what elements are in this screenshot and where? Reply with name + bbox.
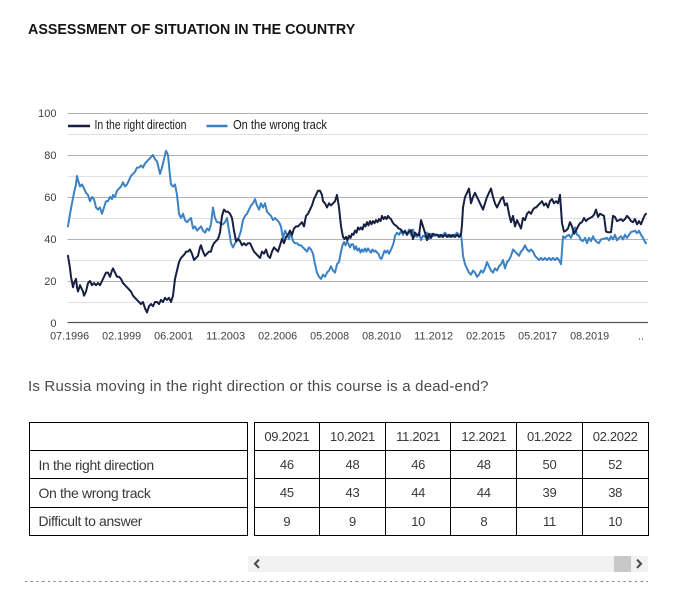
svg-text:20: 20 bbox=[44, 276, 56, 288]
svg-text:100: 100 bbox=[38, 108, 56, 120]
svg-text:02.2015: 02.2015 bbox=[466, 331, 505, 343]
svg-text:..: .. bbox=[638, 331, 644, 343]
svg-text:07.1996: 07.1996 bbox=[50, 331, 89, 343]
svg-text:40: 40 bbox=[44, 234, 56, 246]
svg-text:In the right direction: In the right direction bbox=[95, 117, 187, 132]
svg-text:0: 0 bbox=[50, 318, 56, 330]
svg-text:11.2012: 11.2012 bbox=[414, 331, 453, 343]
svg-text:80: 80 bbox=[44, 150, 56, 162]
svg-text:On the wrong track: On the wrong track bbox=[233, 117, 327, 132]
svg-text:02.2006: 02.2006 bbox=[258, 331, 297, 343]
svg-text:05.2008: 05.2008 bbox=[310, 331, 349, 343]
svg-text:11.2003: 11.2003 bbox=[206, 331, 245, 343]
svg-text:60: 60 bbox=[44, 192, 56, 204]
svg-text:06.2001: 06.2001 bbox=[154, 331, 193, 343]
svg-text:05.2017: 05.2017 bbox=[518, 331, 557, 343]
svg-text:02.1999: 02.1999 bbox=[102, 331, 141, 343]
svg-text:08.2019: 08.2019 bbox=[570, 331, 609, 343]
svg-text:08.2010: 08.2010 bbox=[362, 331, 401, 343]
